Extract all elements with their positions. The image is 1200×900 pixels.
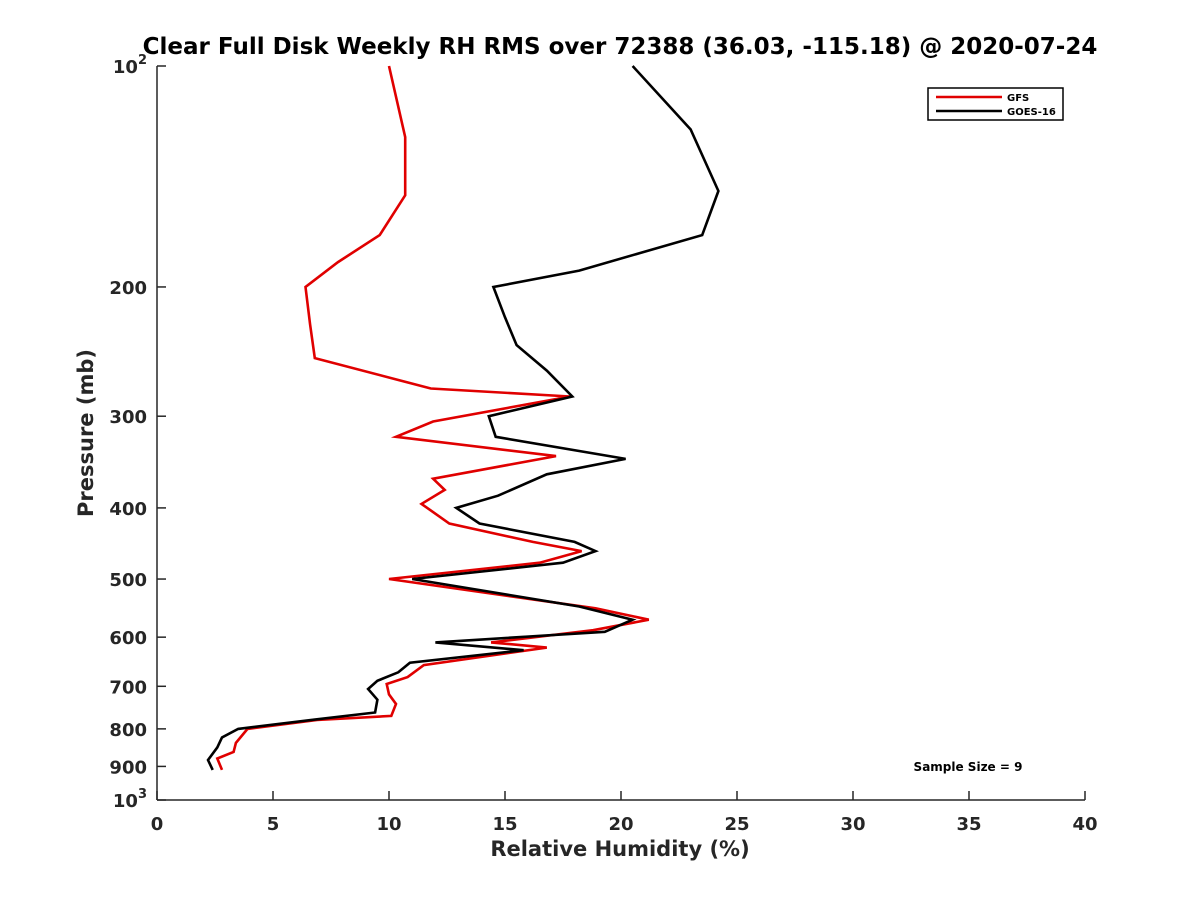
y-tick-label: 103 — [113, 787, 147, 812]
plot-area — [156, 66, 1085, 801]
y-tick-label: 900 — [109, 757, 147, 778]
y-tick-label: 400 — [109, 499, 147, 520]
y-tick-label: 300 — [109, 407, 147, 428]
series-line-goes-16 — [206, 65, 720, 771]
y-tick-label: 500 — [109, 570, 147, 591]
x-tick-label: 30 — [840, 814, 865, 835]
legend: GFS GOES-16 — [927, 87, 1064, 121]
y-tick-label: 700 — [109, 677, 147, 698]
y-tick-label: 200 — [109, 278, 147, 299]
chart-title: Clear Full Disk Weekly RH RMS over 72388… — [143, 34, 1098, 60]
x-tick-label: 15 — [492, 814, 517, 835]
legend-box — [927, 87, 1064, 121]
x-tick-label: 40 — [1072, 814, 1097, 835]
x-tick-label: 10 — [376, 814, 401, 835]
x-axis: 0 5 10 15 20 25 30 35 40 — [151, 791, 1098, 835]
y-tick-label: 600 — [109, 628, 147, 649]
series-line-gfs — [215, 65, 650, 771]
y-tick-label: 800 — [109, 720, 147, 741]
x-tick-label: 0 — [151, 814, 164, 835]
series-group — [206, 65, 720, 771]
x-tick-label: 25 — [724, 814, 749, 835]
legend-label: GOES-16 — [1007, 107, 1056, 118]
legend-label: GFS — [1007, 93, 1029, 104]
y-tick-label: 102 — [113, 53, 147, 78]
x-tick-label: 5 — [267, 814, 280, 835]
x-tick-label: 35 — [956, 814, 981, 835]
x-tick-label: 20 — [608, 814, 633, 835]
y-axis-label: Pressure (mb) — [74, 349, 98, 517]
sample-size-annotation: Sample Size = 9 — [914, 760, 1023, 774]
y-axis: 102 200 300 400 500 600 700 800 900 103 — [109, 53, 166, 812]
x-axis-label: Relative Humidity (%) — [490, 837, 749, 861]
